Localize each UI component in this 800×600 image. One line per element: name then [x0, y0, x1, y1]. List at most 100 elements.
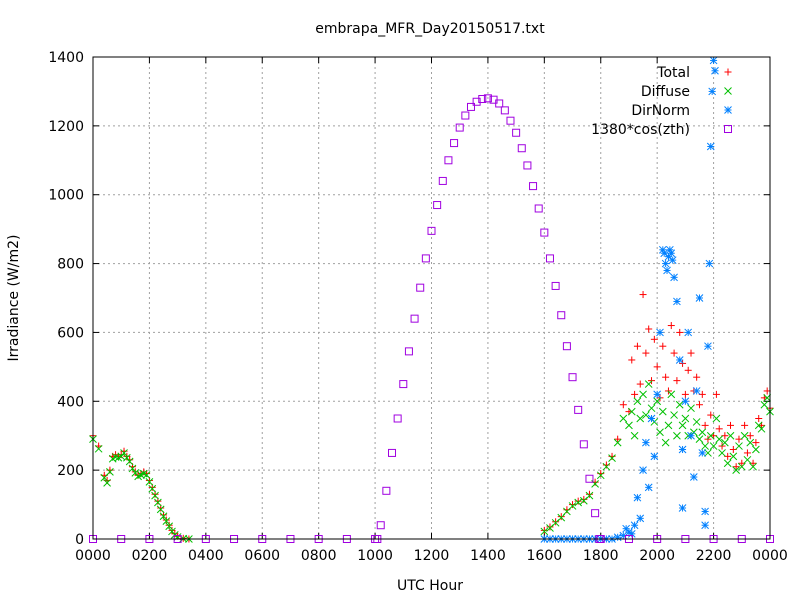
data-point — [704, 449, 712, 457]
data-point — [656, 328, 664, 337]
data-point — [574, 498, 583, 507]
legend: Total Diffuse DirNorm 1380*cos(zth) — [591, 65, 732, 138]
data-point — [658, 407, 667, 416]
data-point — [376, 521, 385, 530]
data-point — [701, 521, 709, 530]
data-point — [546, 523, 554, 531]
data-point — [647, 414, 656, 423]
data-point — [630, 431, 639, 440]
data-point — [712, 414, 721, 423]
x-tick-label: 2200 — [696, 548, 732, 564]
data-point — [667, 322, 675, 330]
data-point — [103, 479, 111, 487]
data-point — [653, 390, 662, 399]
data-point — [633, 493, 642, 502]
legend-marker — [724, 68, 732, 76]
y-axis-label: Irradiance (W/m2) — [6, 235, 22, 362]
data-point — [732, 466, 741, 474]
data-point — [500, 106, 509, 115]
data-point — [614, 435, 622, 443]
data-point — [608, 454, 616, 462]
x-tick-label: 0800 — [301, 548, 337, 564]
data-point — [122, 453, 131, 462]
data-point — [619, 401, 627, 409]
data-point — [741, 421, 749, 429]
data-point — [659, 342, 667, 350]
data-point — [483, 94, 492, 103]
data-point — [142, 471, 151, 479]
data-point — [695, 401, 703, 409]
data-point — [732, 463, 740, 471]
chart-title: embrapa_MFR_Day20150517.txt — [315, 21, 545, 37]
data-point — [106, 466, 114, 474]
data-point — [729, 452, 738, 461]
data-point — [540, 228, 549, 237]
data-point — [676, 328, 684, 336]
data-point — [633, 342, 641, 350]
data-point — [726, 431, 735, 440]
data-point — [687, 431, 695, 440]
data-point — [404, 347, 413, 356]
data-point — [552, 518, 560, 526]
data-point — [602, 461, 610, 469]
data-point — [656, 428, 664, 437]
data-point — [715, 425, 723, 433]
data-point — [125, 457, 134, 466]
y-tick-label: 400 — [57, 394, 84, 410]
x-tick-label: 0000 — [752, 548, 788, 564]
data-point — [165, 521, 173, 529]
data-point — [645, 325, 653, 333]
data-point — [687, 404, 695, 413]
data-point — [639, 390, 647, 399]
data-point — [128, 464, 137, 473]
data-point — [416, 283, 425, 292]
data-point — [569, 501, 577, 509]
data-point — [718, 449, 726, 457]
data-point — [678, 421, 687, 430]
data-point — [695, 294, 704, 302]
y-tick-label: 0 — [75, 532, 84, 548]
data-point — [523, 161, 532, 170]
data-point — [388, 448, 397, 457]
data-point — [597, 470, 605, 478]
data-point — [627, 407, 636, 416]
data-point — [427, 226, 436, 235]
data-point — [551, 281, 560, 290]
series-diffuse — [89, 380, 774, 543]
data-point — [540, 526, 548, 534]
data-point — [627, 529, 636, 538]
legend-marker — [724, 106, 732, 114]
data-point — [630, 521, 639, 530]
data-point — [704, 342, 712, 351]
x-tick-label: 0000 — [75, 548, 111, 564]
data-point — [673, 297, 681, 306]
y-tick-label: 1200 — [48, 119, 84, 135]
legend-marker — [724, 87, 732, 95]
data-point — [639, 466, 647, 474]
data-point — [455, 123, 464, 132]
data-point — [705, 259, 714, 268]
data-point — [506, 116, 515, 125]
data-point — [562, 342, 571, 351]
legend-label: DirNorm — [631, 103, 690, 119]
data-point — [653, 363, 661, 371]
x-tick-label: 1800 — [583, 548, 619, 564]
data-point — [644, 380, 653, 388]
data-point — [399, 380, 408, 389]
data-point — [585, 474, 594, 483]
data-point — [661, 438, 670, 447]
data-point — [737, 462, 746, 471]
x-tick-label: 1600 — [527, 548, 563, 564]
data-point — [673, 377, 681, 385]
data-point — [433, 201, 442, 210]
data-point — [148, 484, 157, 493]
x-tick-label: 1200 — [414, 548, 450, 564]
data-point — [156, 505, 165, 514]
data-point — [735, 442, 743, 450]
data-point — [760, 400, 769, 409]
data-point — [678, 504, 687, 512]
data-point — [461, 111, 470, 120]
y-tick-label: 1000 — [48, 188, 84, 204]
data-point — [438, 176, 447, 185]
data-point — [644, 483, 653, 492]
